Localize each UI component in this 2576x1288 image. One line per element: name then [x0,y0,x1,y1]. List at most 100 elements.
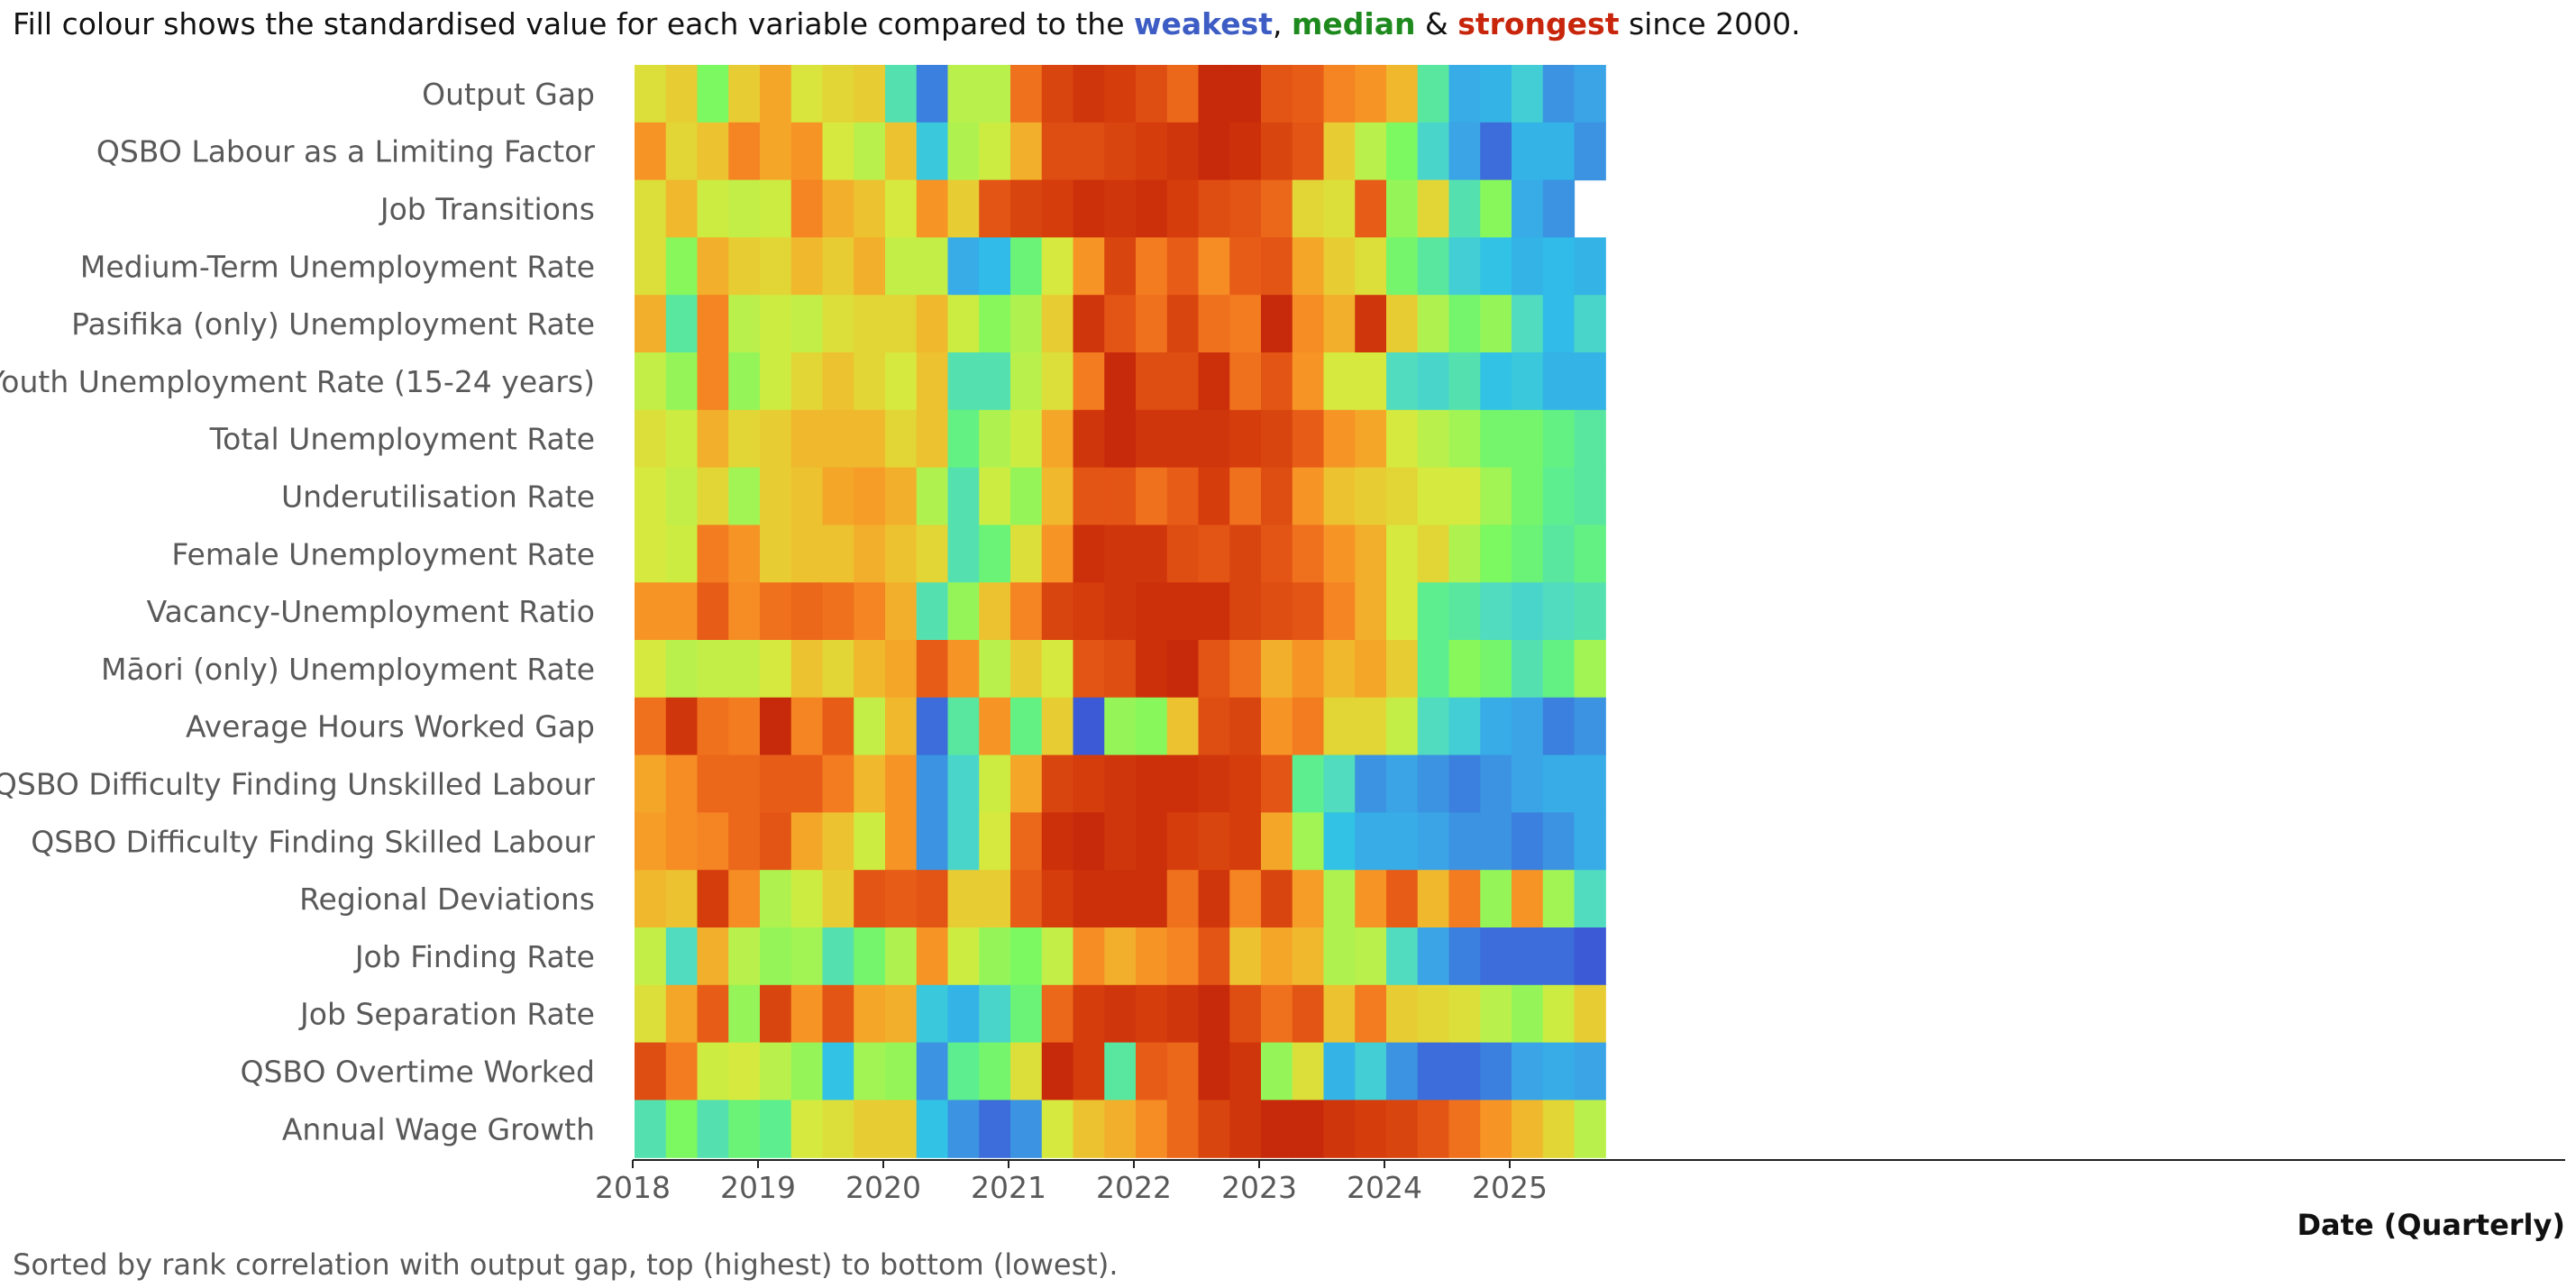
heatmap-cell [1229,525,1262,583]
heatmap-cell [1355,582,1387,641]
heatmap-cell [1574,697,1606,756]
heatmap-cell [1480,352,1512,411]
footnote: Sorted by rank correlation with output g… [13,1247,1118,1282]
row-label: QSBO Difficulty Finding Unskilled Labour [0,767,595,802]
heatmap-cell [1136,1100,1168,1158]
heatmap-cell [760,812,792,871]
heatmap-cell [979,582,1011,641]
heatmap-cell [665,525,699,583]
heatmap-cell [1104,984,1137,1044]
heatmap-cell [790,984,824,1044]
heatmap-cell [1386,1042,1419,1101]
heatmap-cell [1323,122,1356,181]
heatmap-cell [760,525,792,583]
row-label: Output Gap [422,77,595,112]
heatmap-cell [979,352,1011,411]
x-tick-label: 2019 [720,1170,796,1205]
heatmap-cell [1292,870,1325,928]
heatmap-cell [1480,984,1512,1044]
heatmap-cell [1104,1100,1137,1158]
heatmap-cell [1136,525,1168,583]
heatmap-cell [1574,122,1606,181]
heatmap-cell [1229,65,1262,123]
heatmap-cell [1073,640,1105,699]
heatmap-cell [1574,1100,1606,1158]
heatmap-cell [1292,697,1325,756]
heatmap-cell [1323,525,1356,583]
heatmap-cell [728,122,761,181]
row-label: Regional Deviations [299,882,595,917]
heatmap-cell [1512,1100,1544,1158]
heatmap-cell [1355,697,1387,756]
heatmap-cell [947,927,980,986]
heatmap-cell [854,870,886,928]
heatmap-cell [728,984,761,1044]
heatmap-cell [1104,179,1137,238]
heatmap-cell [885,870,918,928]
heatmap-cell [1198,812,1230,871]
heatmap-cell [1166,1100,1200,1158]
title-prefix: Fill colour shows the standardised value… [13,6,1134,41]
heatmap-cell [1261,65,1293,123]
heatmap-cell [665,179,699,238]
heatmap-cell [1323,179,1356,238]
heatmap-cell [1073,870,1105,928]
heatmap-cell [1166,927,1200,986]
heatmap-cell [697,812,729,871]
heatmap-cell [665,870,699,928]
heatmap-cell [1542,812,1576,871]
heatmap-cell [635,1042,667,1101]
heatmap-cell [1386,65,1419,123]
heatmap-cell [728,697,761,756]
heatmap-cell [1261,122,1293,181]
heatmap-cell [1386,122,1419,181]
title-suffix: since 2000. [1619,6,1800,41]
heatmap-cell [635,467,667,525]
heatmap-cell [1010,65,1043,123]
heatmap-cell [760,295,792,353]
heatmap-cell [1261,697,1293,756]
heatmap-cell [697,122,729,181]
heatmap-cell [697,1100,729,1158]
heatmap-cell [822,984,854,1044]
heatmap-cell [1198,409,1230,469]
heatmap-cell [822,467,854,525]
heatmap-cell [760,122,792,181]
heatmap-cell [1417,65,1450,123]
heatmap-cell [728,1042,761,1101]
heatmap-cell [1010,352,1043,411]
heatmap-cell [635,122,667,181]
heatmap-cell [979,122,1011,181]
heatmap-cell [1010,409,1043,469]
heatmap-cell [1386,237,1419,296]
heatmap-cell [790,179,824,238]
heatmap-cell [635,640,667,699]
heatmap-cell [1041,927,1074,986]
heatmap-cell [916,582,949,641]
heatmap-cell [1448,640,1481,699]
heatmap-cell [1574,812,1606,871]
heatmap-cell [1261,237,1293,296]
heatmap-cell [1512,870,1544,928]
heatmap-cell [1480,525,1512,583]
heatmap-cell [947,984,980,1044]
heatmap-cell [1292,409,1325,469]
heatmap-cell [790,640,824,699]
heatmap-cell [1512,812,1544,871]
heatmap-cell [665,582,699,641]
heatmap-cell [1542,1100,1576,1158]
heatmap-cell [728,1100,761,1158]
heatmap-cell [1417,409,1450,469]
heatmap-cell [1166,754,1200,813]
heatmap-cell [1010,525,1043,583]
heatmap-cell [790,582,824,641]
heatmap-cell [1480,754,1512,813]
heatmap-cell [760,640,792,699]
heatmap-cell [1480,1042,1512,1101]
heatmap-cell [1292,812,1325,871]
heatmap-cell [1136,295,1168,353]
heatmap-cell [1198,870,1230,928]
heatmap-cell [916,467,949,525]
heatmap-cell [947,525,980,583]
heatmap-cell [822,697,854,756]
